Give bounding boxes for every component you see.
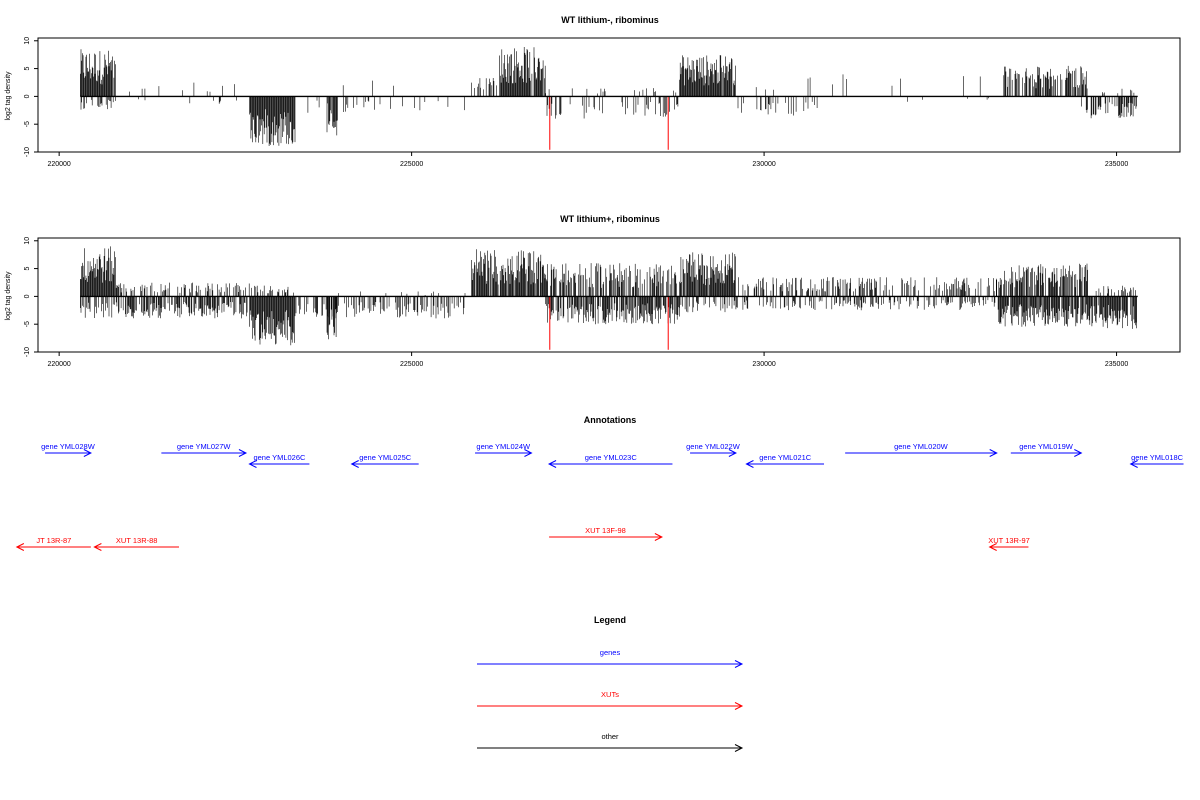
arrow-head xyxy=(728,449,738,457)
gene-arrow xyxy=(745,460,825,468)
xut-label: JT 13R-87 xyxy=(36,536,71,545)
panel-2-chart: WT lithium+, ribominus log2 tag density … xyxy=(5,214,1181,368)
xut-arrow xyxy=(15,543,91,551)
arrow-head xyxy=(745,460,754,468)
x-tick-label: 235000 xyxy=(1105,361,1128,368)
panel-1-ylabel: log2 tag density xyxy=(5,71,12,121)
arrow-head xyxy=(524,449,533,457)
legend-item: XUTs xyxy=(477,690,744,710)
xut-arrow xyxy=(549,533,663,541)
y-tick-label: 0 xyxy=(24,294,31,298)
gene-arrow xyxy=(547,460,673,468)
legend-arrow-head xyxy=(734,660,744,668)
xut-label: XUT 13R-97 xyxy=(988,536,1030,545)
gene-label: gene YML018C xyxy=(1131,453,1184,462)
xut-label: XUT 13F-98 xyxy=(585,526,626,535)
gene-label: gene YML028W xyxy=(41,442,96,451)
legend-arrow-head xyxy=(734,744,744,752)
gene-arrow xyxy=(350,460,419,468)
x-tick-label: 220000 xyxy=(47,361,70,368)
annotations-track: Annotations gene YML028W gene YML027Wgene… xyxy=(15,415,1184,551)
gene-arrow xyxy=(161,449,248,457)
gene-label: gene YML024W xyxy=(476,442,531,451)
legend-item: genes xyxy=(477,648,744,668)
panel-1-bars xyxy=(80,47,1138,150)
arrow-head xyxy=(989,449,998,457)
x-tick-label: 220000 xyxy=(47,161,70,168)
gene-arrow xyxy=(248,460,310,468)
legend: Legend genes XUTs other xyxy=(477,615,744,752)
panel-2-ylabel: log2 tag density xyxy=(5,271,12,321)
panel-1-chart: WT lithium-, ribominus log2 tag density … xyxy=(5,15,1181,168)
gene-label: gene YML021C xyxy=(759,453,812,462)
x-tick-label: 230000 xyxy=(752,361,775,368)
gene-label: gene YML023C xyxy=(585,453,638,462)
gene-label: gene YML026C xyxy=(253,453,306,462)
annotations-title: Annotations xyxy=(584,415,637,425)
arrow-head xyxy=(93,543,102,551)
gene-arrow xyxy=(45,449,92,457)
gene-label: gene YML019W xyxy=(1019,442,1074,451)
y-tick-label: 10 xyxy=(24,237,31,245)
y-tick-label: 10 xyxy=(24,37,31,45)
plot-frame xyxy=(37,37,1181,153)
gene-label: gene YML020W xyxy=(894,442,949,451)
panel-1-title: WT lithium-, ribominus xyxy=(561,15,659,25)
arrow-head xyxy=(350,460,359,468)
y-tick-label: -5 xyxy=(24,321,31,327)
panel-2-axes: 220000 225000 230000 235000 -10 -5 0 5 10 xyxy=(24,237,1181,368)
panel-2-bars xyxy=(80,246,1138,350)
arrow-head xyxy=(83,449,92,457)
gene-label: gene YML022W xyxy=(686,442,741,451)
xut-arrow xyxy=(93,543,179,551)
y-tick-label: -5 xyxy=(24,121,31,127)
arrow-head xyxy=(547,460,557,468)
gene-arrow xyxy=(690,449,738,457)
xut-label: XUT 13R-88 xyxy=(116,536,158,545)
panel-1-axes: 220000 225000 230000 235000 -10 -5 0 5 10 xyxy=(24,37,1181,168)
gene-arrow xyxy=(1010,449,1083,457)
gene-arrow xyxy=(475,449,533,457)
y-tick-label: -10 xyxy=(24,347,31,357)
y-tick-label: 5 xyxy=(24,67,31,71)
arrow-head xyxy=(1129,460,1138,468)
x-tick-label: 230000 xyxy=(752,161,775,168)
arrow-head xyxy=(238,449,248,457)
x-tick-label: 225000 xyxy=(400,361,423,368)
legend-item: other xyxy=(477,732,744,752)
gene-arrow xyxy=(845,449,998,457)
xut-annotations: JT 13R-87 XUT 13R-88 XUT 13F-98 XUT 13R-97 xyxy=(15,526,1030,551)
arrow-head xyxy=(654,533,663,541)
y-tick-label: -10 xyxy=(24,147,31,157)
legend-items: genes XUTs other xyxy=(477,648,744,752)
legend-title: Legend xyxy=(594,615,626,625)
gene-annotations: gene YML028W gene YML027W gene YML026C gene… xyxy=(41,442,1184,468)
arrow-head xyxy=(1074,449,1083,457)
arrow-head xyxy=(248,460,257,468)
x-tick-label: 235000 xyxy=(1105,161,1128,168)
legend-arrow-head xyxy=(734,702,744,710)
gene-arrow xyxy=(1129,460,1184,468)
arrow-head xyxy=(988,543,997,551)
x-tick-label: 225000 xyxy=(400,161,423,168)
legend-label: XUTs xyxy=(601,690,619,699)
panel-2-title: WT lithium+, ribominus xyxy=(560,214,660,224)
gene-label: gene YML025C xyxy=(359,453,412,462)
plot-frame xyxy=(37,237,1181,353)
xut-arrow xyxy=(988,543,1029,551)
gene-label: gene YML027W xyxy=(177,442,232,451)
legend-label: genes xyxy=(600,648,621,657)
arrow-head xyxy=(15,543,25,551)
y-tick-label: 0 xyxy=(24,94,31,98)
legend-label: other xyxy=(601,732,619,741)
y-tick-label: 5 xyxy=(24,267,31,271)
